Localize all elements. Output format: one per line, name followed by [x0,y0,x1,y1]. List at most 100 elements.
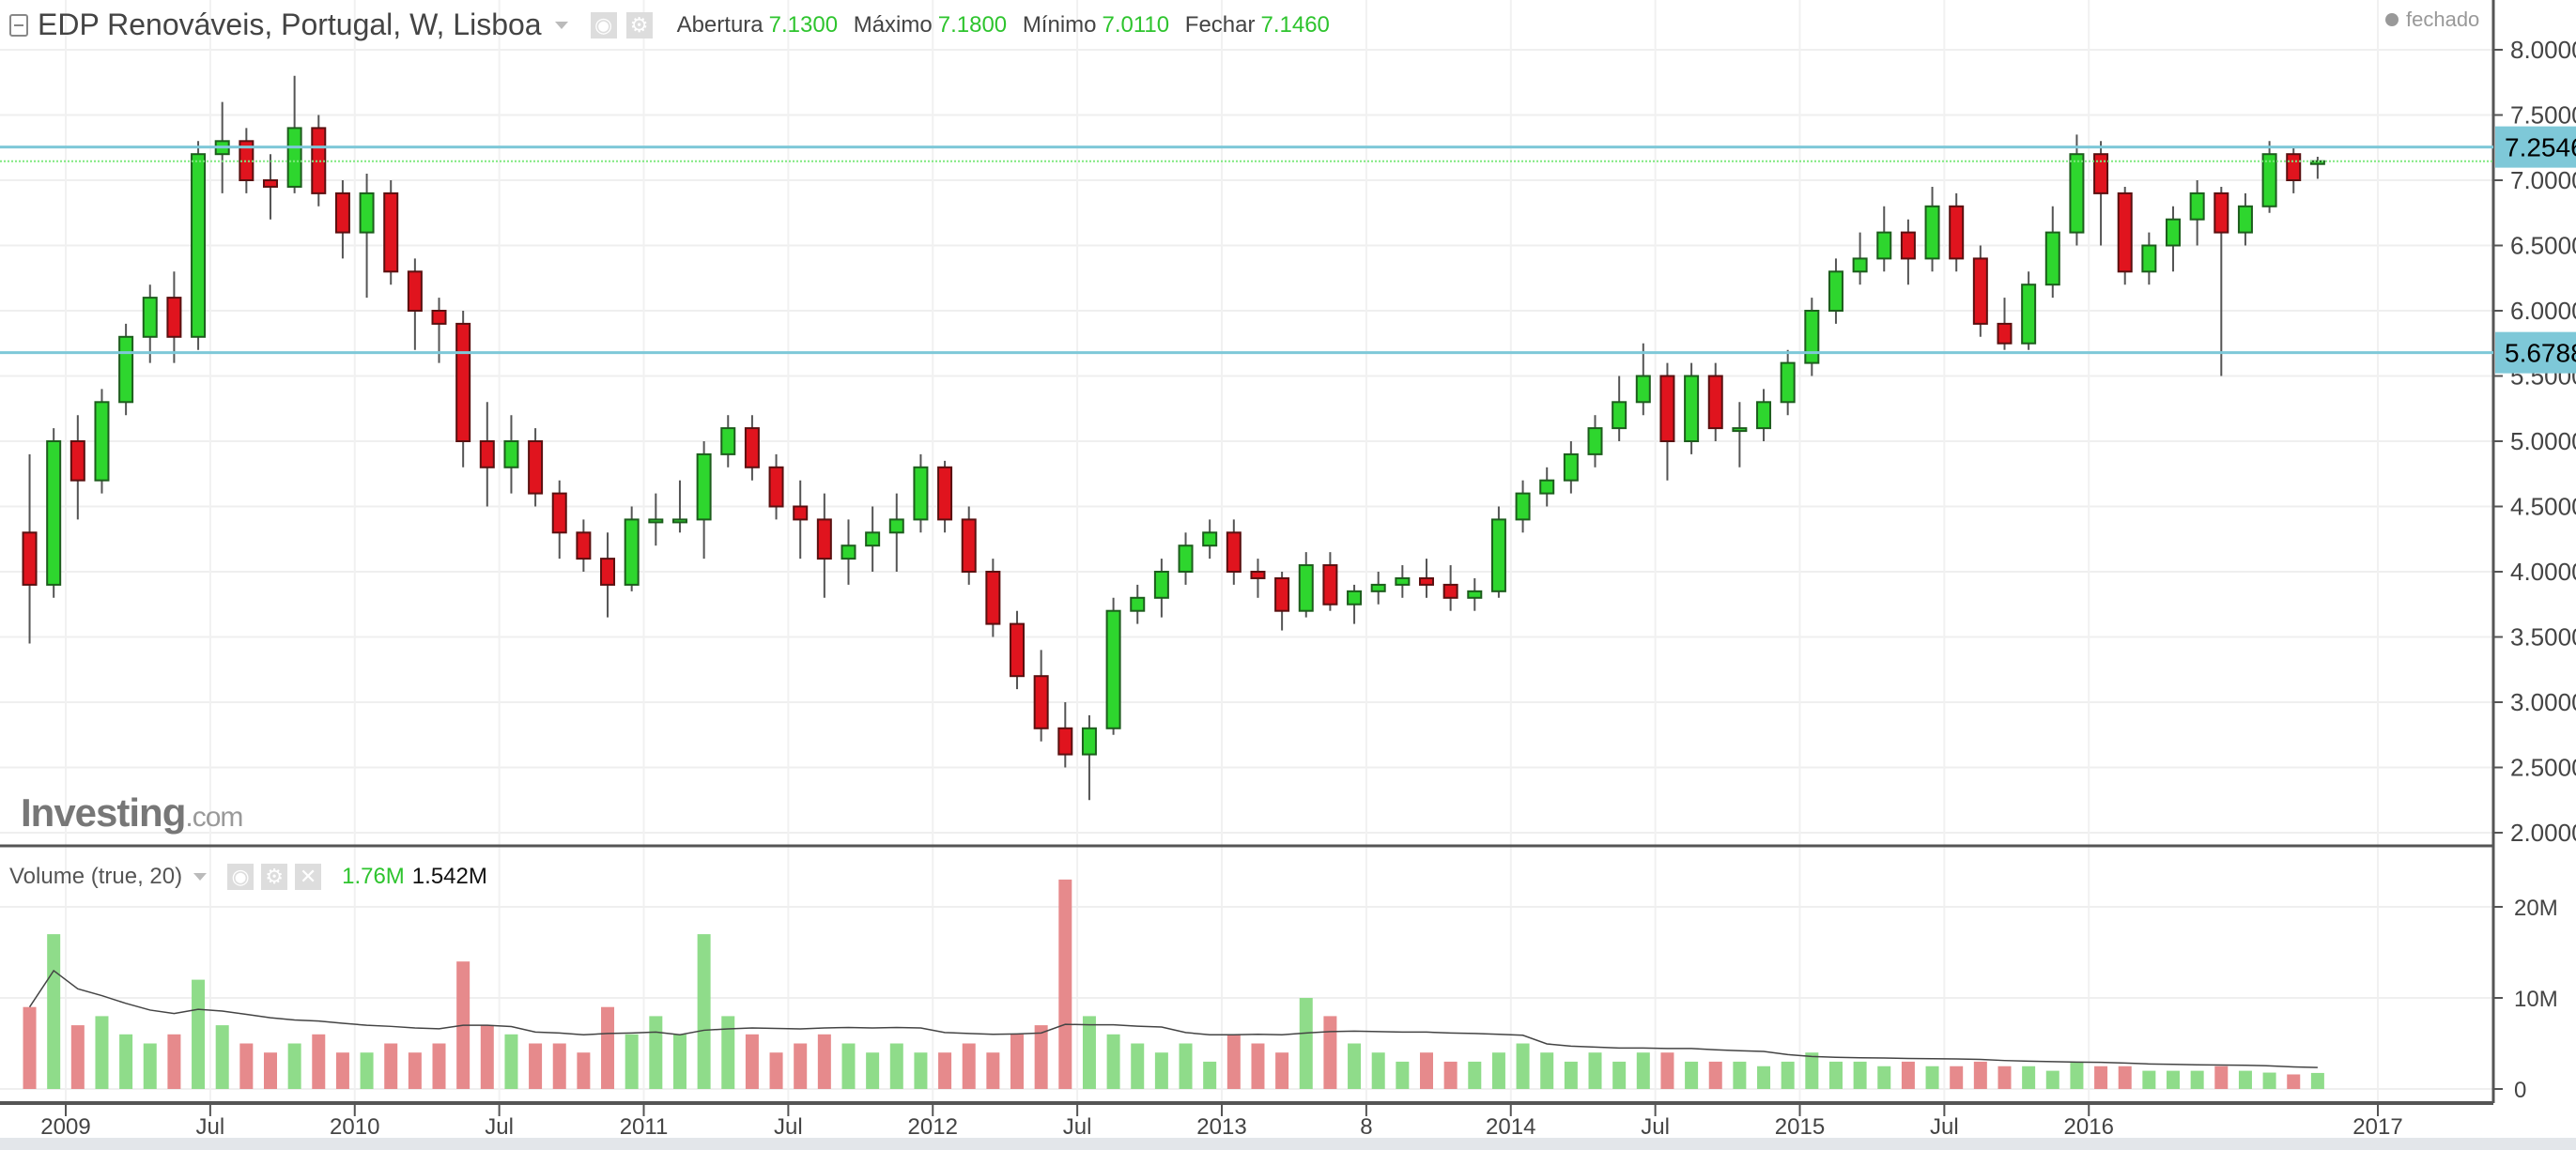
volume-bar [1540,1052,1554,1089]
horizontal-line-label-bg [2495,331,2576,374]
candle-body [744,427,760,468]
volume-bar [1998,1066,2012,1089]
candle-body [407,270,423,312]
high-value: 7.1800 [937,11,1008,38]
candle-body [94,401,110,482]
collapse-icon[interactable] [9,13,28,37]
gear-icon[interactable]: ⚙ [261,864,288,890]
candle-body [1612,401,1627,430]
candle-body [720,427,736,455]
candle-body [46,440,62,586]
chevron-down-icon[interactable] [554,21,568,29]
time-tick-label: Jul [774,1114,803,1140]
candle-body [2189,192,2205,221]
candle-body [1033,675,1049,729]
low-value: 7.0110 [1102,11,1170,38]
volume-bar [817,1034,831,1089]
candle-body [1900,231,1916,260]
candle-body [816,518,832,560]
candle-body [648,518,664,524]
volume-bar [1058,879,1072,1089]
volume-bar [1226,1034,1241,1089]
volume-bar [1106,1034,1120,1089]
candle-body [1707,375,1723,430]
candle-body [334,192,350,234]
volume-bar [1348,1043,1362,1089]
time-tick-label: 8 [1360,1114,1372,1140]
volume-bar [2094,1066,2108,1089]
candle-body [985,571,1001,625]
candle-body [2044,231,2060,286]
gear-icon[interactable]: ⚙ [625,11,653,38]
volume-bar [408,1052,422,1089]
volume-bar [360,1052,374,1089]
volume-bar [2167,1070,2181,1089]
horizontal-line-label: 7.2546 [2505,133,2576,162]
time-tick-label: 2013 [1196,1114,1246,1140]
volume-bar [625,1034,639,1089]
volume-bar [1275,1052,1289,1089]
volume-header: Volume (true, 20) ◉ ⚙ ✕ 1.76M 1.542M [9,864,487,890]
high-label: Máximo [853,11,933,38]
volume-bar [1685,1061,1699,1089]
volume-bar [1853,1061,1867,1089]
candle-body [1539,479,1555,495]
candle-body [1732,427,1748,433]
time-tick-label: Jul [1930,1114,1959,1140]
low-label: Mínimo [1022,11,1097,38]
status-dot-icon [2385,13,2399,26]
volume-bar [215,1025,229,1089]
bottom-bar [0,1138,2576,1150]
volume-bar [1396,1061,1410,1089]
time-tick-label: 2015 [1775,1114,1825,1140]
volume-bar [1179,1043,1193,1089]
candle-body [1370,583,1386,592]
chevron-down-icon[interactable] [193,873,208,881]
candle-body [479,440,495,468]
volume-bar [697,934,711,1089]
candle-body [1804,310,1820,364]
candle-body [841,544,856,560]
volume-bar [1925,1066,1939,1089]
time-tick-label: 2017 [2352,1114,2402,1140]
instrument-title[interactable]: EDP Renováveis, Portugal, W, Lisboa [38,8,542,41]
volume-bar [1564,1061,1578,1089]
candle-body [2214,192,2229,234]
candle-body [551,492,567,534]
market-status: fechado [2385,8,2479,32]
volume-bar [192,979,206,1089]
candle-body [1153,571,1169,599]
volume-bar [1660,1052,1674,1089]
open-label: Abertura [676,11,764,38]
candle-body [1395,576,1411,586]
volume-bar [1491,1052,1505,1089]
volume-indicator-label[interactable]: Volume (true, 20) [9,864,183,889]
eye-icon[interactable]: ◉ [590,11,617,38]
candle-body [22,531,38,586]
investing-logo: Investing.com [21,790,243,836]
candle-body [1347,590,1363,606]
candle-body [2166,218,2182,247]
candle-body [1274,576,1290,612]
chart-header: EDP Renováveis, Portugal, W, Lisboa ◉ ⚙ … [9,8,1339,42]
candle-body [431,310,447,325]
candle-body [2141,244,2157,273]
price-tick-label: 6.0000 [2510,297,2576,325]
volume-bar [552,1043,566,1089]
ohlc-readout: Abertura 7.1300 Máximo 7.1800 Mínimo 7.0110… [677,12,1339,38]
eye-icon[interactable]: ◉ [227,864,255,890]
volume-bar [1805,1052,1819,1089]
candle-body [1515,492,1531,521]
horizontal-line-label: 5.6788 [2505,339,2576,368]
volume-bar [47,934,61,1089]
candle-body [1563,452,1579,482]
open-value: 7.1300 [768,11,839,38]
volume-bar [1588,1052,1602,1089]
volume-bar [312,1034,326,1089]
volume-bar [1877,1066,1891,1089]
price-tick-label: 2.5000 [2510,754,2576,782]
volume-bar [263,1052,277,1089]
close-icon[interactable]: ✕ [295,864,322,890]
candle-body [913,466,929,521]
